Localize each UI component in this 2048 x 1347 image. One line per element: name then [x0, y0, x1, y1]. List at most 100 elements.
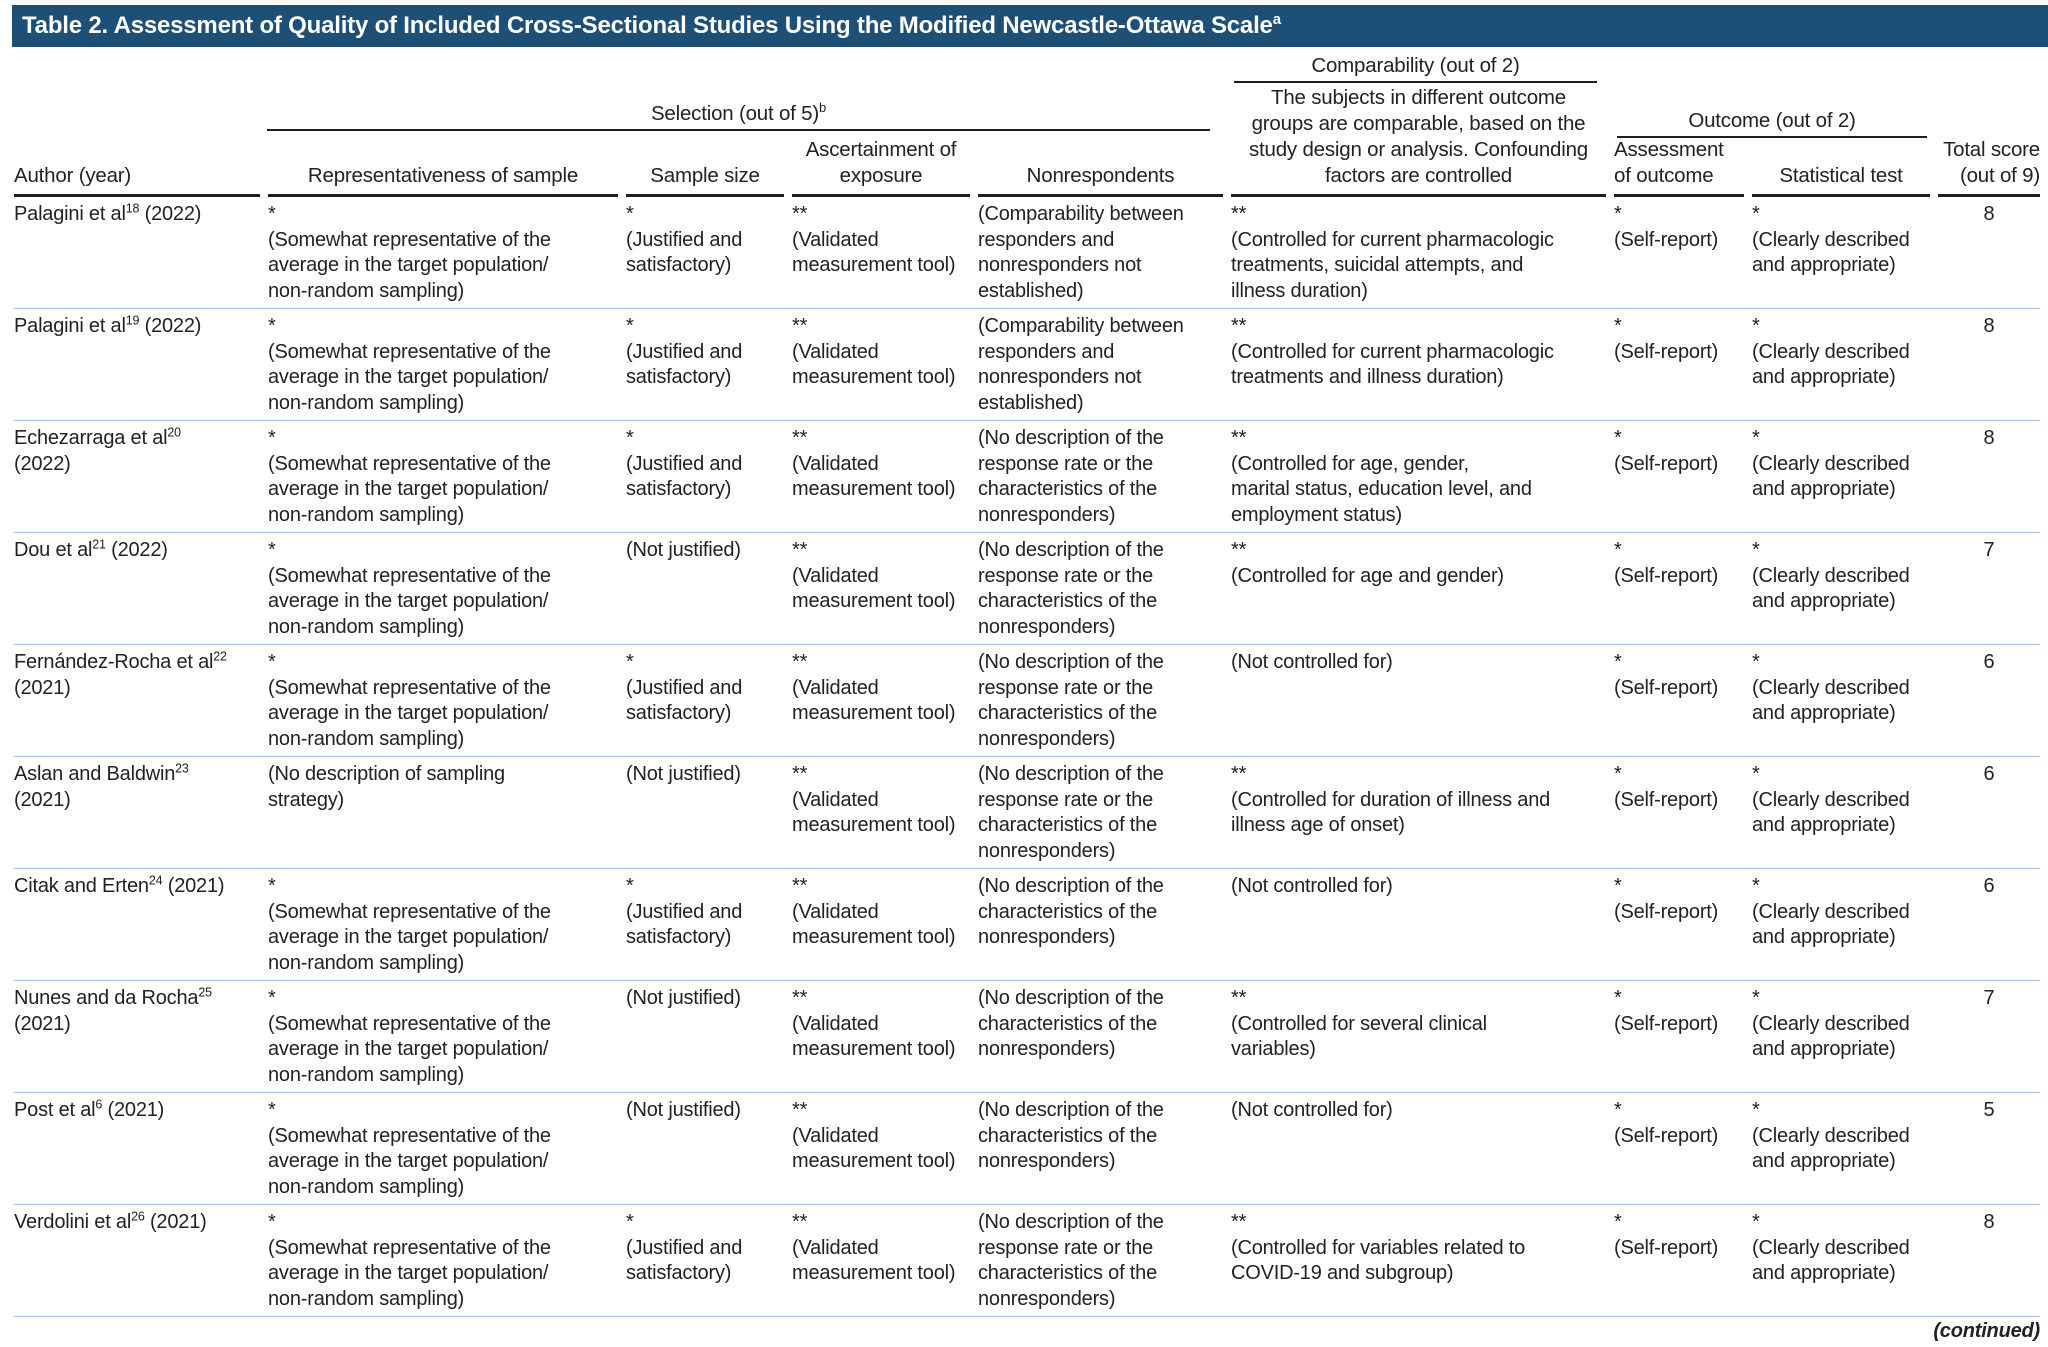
- sample-size-cell: (Not justified): [626, 763, 741, 785]
- column-header-row: Author (year) Representativeness of samp…: [14, 85, 2040, 197]
- selection-footnote-mark: b: [819, 100, 827, 116]
- reference-superscript: 21: [92, 537, 106, 552]
- table-row: Aslan and Baldwin23 (2021) (No descripti…: [14, 757, 2040, 869]
- sample-size-cell: (Not justified): [626, 1099, 741, 1121]
- reference-superscript: 20: [167, 425, 181, 440]
- author-cell: Echezarraga et al20 (2022): [14, 425, 181, 475]
- table-row: Palagini et al18 (2022) * (Somewhat repr…: [14, 197, 2040, 309]
- sample-size-cell: (Not justified): [626, 539, 741, 561]
- sample-size-cell: * (Justified and satisfactory): [626, 1211, 743, 1284]
- assessment-cell: * (Self-report): [1614, 875, 1719, 923]
- statistical-test-cell: * (Clearly described and appropriate): [1752, 987, 1910, 1060]
- author-cell: Palagini et al18 (2022): [14, 201, 202, 225]
- assessment-cell: * (Self-report): [1614, 651, 1719, 699]
- reference-superscript: 18: [125, 201, 140, 216]
- nonrespondents-cell: (No description of the response rate or …: [978, 1211, 1164, 1310]
- column-header-nonrespondents: Nonrespondents: [978, 163, 1223, 197]
- total-score-cell: 6: [1983, 763, 1995, 785]
- column-header-total-score: Total score (out of 9): [1938, 137, 2040, 197]
- column-header-statistical-test: Statistical test: [1752, 163, 1930, 197]
- ascertainment-cell: ** (Validated measurement tool): [792, 651, 956, 724]
- reference-superscript: 24: [148, 873, 163, 888]
- representativeness-cell: * (Somewhat representative of the averag…: [268, 1211, 551, 1310]
- comparability-cell: (Not controlled for): [1231, 1099, 1393, 1121]
- page-title-bar: Table 2. Assessment of Quality of Includ…: [12, 5, 2048, 47]
- nonrespondents-cell: (Comparability between responders and no…: [978, 203, 1184, 302]
- representativeness-cell: * (Somewhat representative of the averag…: [268, 1099, 551, 1198]
- statistical-test-cell: * (Clearly described and appropriate): [1752, 651, 1910, 724]
- representativeness-cell: * (Somewhat representative of the averag…: [268, 427, 551, 526]
- statistical-test-cell: * (Clearly described and appropriate): [1752, 1099, 1910, 1172]
- ascertainment-cell: ** (Validated measurement tool): [792, 1099, 956, 1172]
- nonrespondents-cell: (No description of the characteristics o…: [978, 1099, 1164, 1172]
- reference-superscript: 19: [125, 313, 140, 328]
- author-cell: Fernández-Rocha et al22 (2021): [14, 649, 227, 699]
- selection-group-header: Selection (out of 5)b: [267, 101, 1210, 131]
- table-row: Dou et al21 (2022) * (Somewhat represent…: [14, 533, 2040, 645]
- assessment-cell: * (Self-report): [1614, 539, 1719, 587]
- total-score-cell: 8: [1983, 1211, 1995, 1233]
- assessment-cell: * (Self-report): [1614, 987, 1719, 1035]
- sample-size-cell: * (Justified and satisfactory): [626, 427, 743, 500]
- table-row: Verdolini et al26 (2021) * (Somewhat rep…: [14, 1205, 2040, 1317]
- sample-size-cell: * (Justified and satisfactory): [626, 875, 743, 948]
- ascertainment-cell: ** (Validated measurement tool): [792, 763, 956, 836]
- table-body: Palagini et al18 (2022) * (Somewhat repr…: [14, 197, 2040, 1317]
- table-row: Nunes and da Rocha25 (2021) * (Somewhat …: [14, 981, 2040, 1093]
- author-cell: Citak and Erten24 (2021): [14, 873, 225, 897]
- representativeness-cell: (No description of sampling strategy): [268, 763, 505, 811]
- ascertainment-cell: ** (Validated measurement tool): [792, 203, 956, 276]
- representativeness-cell: * (Somewhat representative of the averag…: [268, 315, 551, 414]
- total-score-cell: 7: [1983, 987, 1995, 1009]
- nonrespondents-cell: (Comparability between responders and no…: [978, 315, 1184, 414]
- total-score-cell: 6: [1983, 875, 1995, 897]
- ascertainment-cell: ** (Validated measurement tool): [792, 539, 956, 612]
- title-footnote-mark: a: [1272, 11, 1281, 28]
- ascertainment-cell: ** (Validated measurement tool): [792, 315, 956, 388]
- assessment-cell: * (Self-report): [1614, 763, 1719, 811]
- reference-superscript: 23: [175, 761, 189, 776]
- table-row: Echezarraga et al20 (2022) * (Somewhat r…: [14, 421, 2040, 533]
- ascertainment-cell: ** (Validated measurement tool): [792, 1211, 956, 1284]
- comparability-cell: ** (Controlled for several clinical vari…: [1231, 987, 1487, 1060]
- column-header-author: Author (year): [14, 163, 260, 197]
- ascertainment-cell: ** (Validated measurement tool): [792, 427, 956, 500]
- author-cell: Post et al6 (2021): [14, 1097, 165, 1121]
- sample-size-cell: * (Justified and satisfactory): [626, 203, 743, 276]
- ascertainment-cell: ** (Validated measurement tool): [792, 987, 956, 1060]
- reference-superscript: 22: [213, 649, 227, 664]
- assessment-cell: * (Self-report): [1614, 203, 1719, 251]
- column-header-assessment: Assessment of outcome: [1614, 137, 1744, 197]
- author-cell: Verdolini et al26 (2021): [14, 1209, 207, 1233]
- total-score-cell: 8: [1983, 427, 1995, 449]
- table-row: Palagini et al19 (2022) * (Somewhat repr…: [14, 309, 2040, 421]
- author-cell: Nunes and da Rocha25 (2021): [14, 985, 212, 1035]
- comparability-group-header: Comparability (out of 2): [1234, 53, 1597, 83]
- page-title: Table 2. Assessment of Quality of Includ…: [22, 12, 1273, 39]
- assessment-cell: * (Self-report): [1614, 1099, 1719, 1147]
- ascertainment-cell: ** (Validated measurement tool): [792, 875, 956, 948]
- column-header-representativeness: Representativeness of sample: [268, 163, 618, 197]
- representativeness-cell: * (Somewhat representative of the averag…: [268, 539, 551, 638]
- comparability-cell: ** (Controlled for variables related to …: [1231, 1211, 1526, 1284]
- table-row: Post et al6 (2021) * (Somewhat represent…: [14, 1093, 2040, 1205]
- statistical-test-cell: * (Clearly described and appropriate): [1752, 427, 1910, 500]
- reference-superscript: 25: [198, 985, 212, 1000]
- total-score-cell: 5: [1983, 1099, 1995, 1121]
- total-score-cell: 8: [1983, 315, 1995, 337]
- total-score-cell: 6: [1983, 651, 1995, 673]
- sample-size-cell: (Not justified): [626, 987, 741, 1009]
- outcome-group-header: Outcome (out of 2): [1617, 108, 1927, 138]
- nonrespondents-cell: (No description of the characteristics o…: [978, 987, 1164, 1060]
- column-header-sample-size: Sample size: [626, 163, 784, 197]
- representativeness-cell: * (Somewhat representative of the averag…: [268, 987, 551, 1086]
- nonrespondents-cell: (No description of the response rate or …: [978, 427, 1164, 526]
- column-header-ascertainment: Ascertainment of exposure: [792, 137, 970, 197]
- author-cell: Dou et al21 (2022): [14, 537, 168, 561]
- statistical-test-cell: * (Clearly described and appropriate): [1752, 315, 1910, 388]
- comparability-cell: ** (Controlled for age, gender, marital …: [1231, 427, 1532, 526]
- total-score-cell: 8: [1983, 203, 1995, 225]
- nonrespondents-cell: (No description of the response rate or …: [978, 651, 1164, 750]
- statistical-test-cell: * (Clearly described and appropriate): [1752, 763, 1910, 836]
- nonrespondents-cell: (No description of the response rate or …: [978, 539, 1164, 638]
